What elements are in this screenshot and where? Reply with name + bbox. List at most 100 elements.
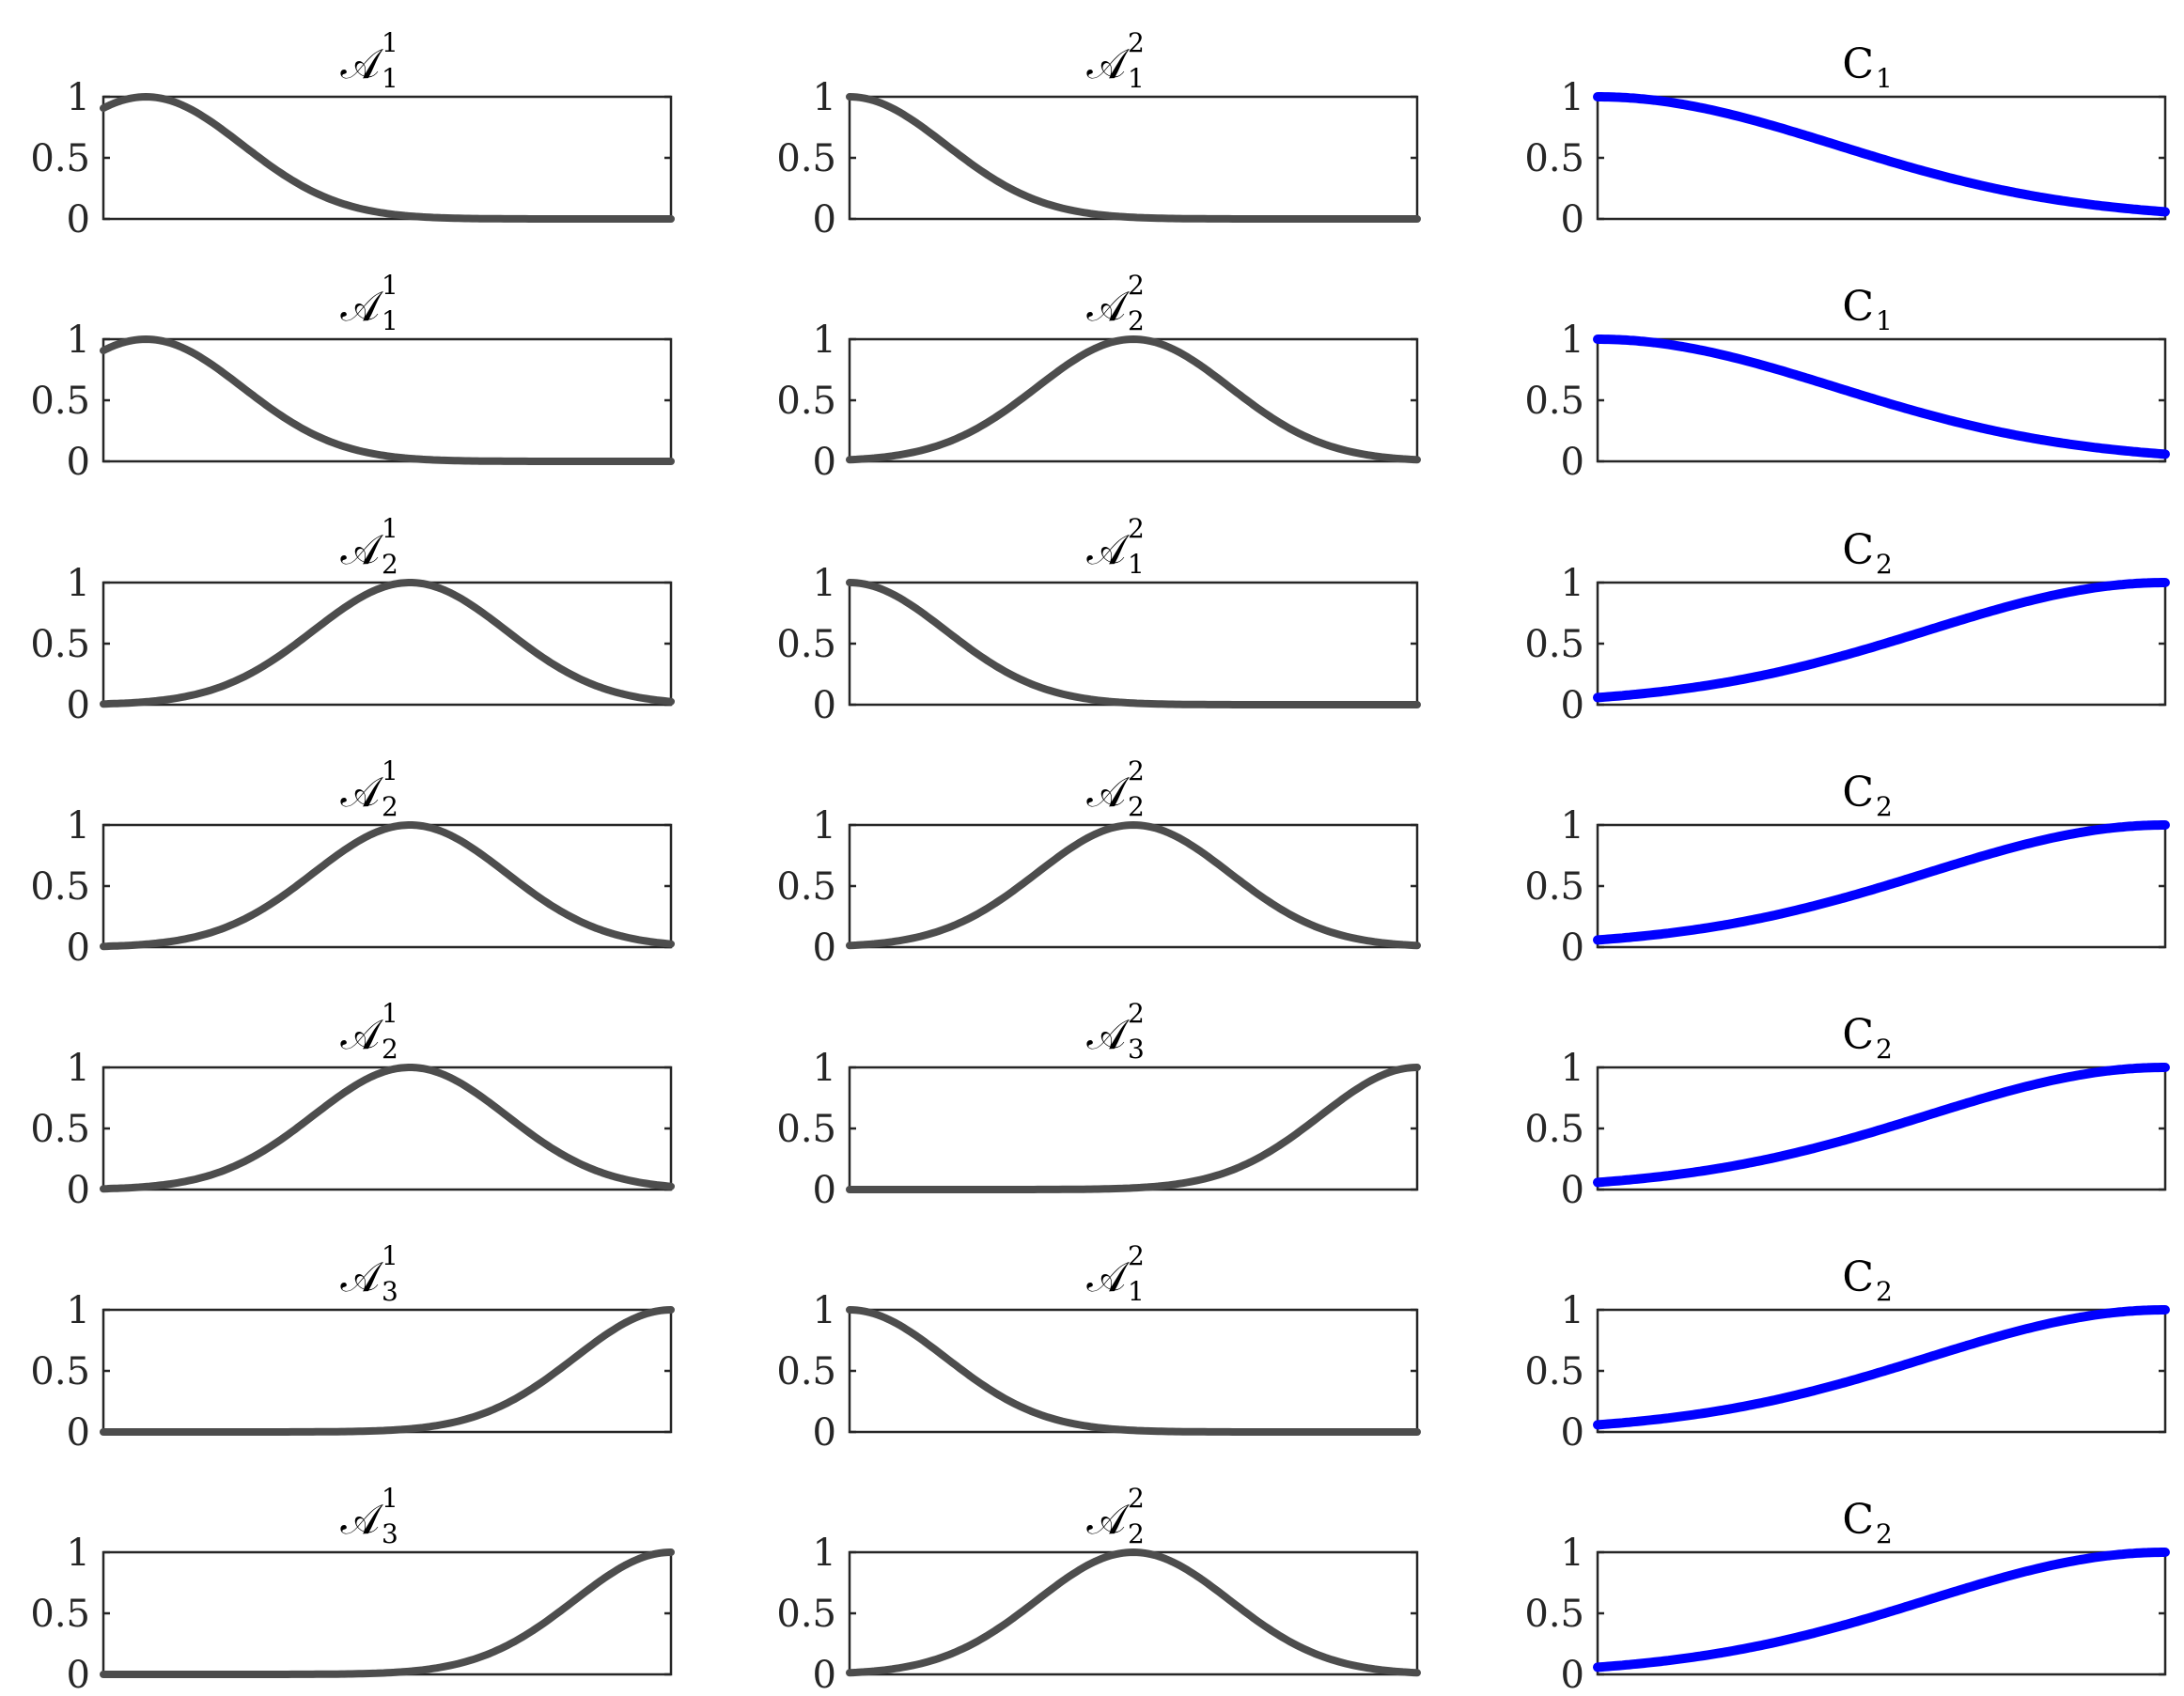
title-subscript: 2 — [1128, 1518, 1145, 1549]
title-subscript: 1 — [1128, 63, 1145, 94]
axes-box — [101, 581, 673, 707]
y-tick-label: 1 — [813, 804, 836, 848]
title-superscript: 2 — [1128, 1240, 1145, 1271]
y-tick-label: 1 — [813, 76, 836, 119]
y-tick-label: 1 — [1561, 1532, 1584, 1575]
series-line — [846, 1548, 1421, 1677]
y-tick-label: 1 — [67, 1047, 90, 1090]
subplot-title: 𝒜 1 2 — [340, 513, 398, 580]
title-main: 𝒜 — [1086, 40, 1130, 88]
subplot-title: 𝒜 1 2 — [340, 998, 398, 1065]
title-subscript: 2 — [1876, 1034, 1893, 1065]
y-tick-label: 0.5 — [1524, 1593, 1584, 1636]
title-main: 𝒜 — [340, 1253, 383, 1301]
series-line — [100, 579, 675, 708]
title-superscript: 2 — [1128, 755, 1145, 786]
subplot-title: 𝒜 1 3 — [340, 1240, 398, 1307]
title-subscript: 2 — [382, 791, 398, 822]
y-tick-label: 0 — [67, 1169, 90, 1212]
y-tick-label: 1 — [1561, 1047, 1584, 1090]
y-tick-label: 0.5 — [776, 1350, 836, 1393]
subplot-r6c3: 0 0.5 1 C 2 — [1524, 1253, 2170, 1455]
subplot-title: 𝒜 2 2 — [1086, 270, 1144, 336]
y-tick-label: 1 — [67, 562, 90, 605]
title-main: 𝒜 — [1086, 1253, 1130, 1301]
subplot-r1c2: 00.51𝒜 21 — [776, 27, 1421, 241]
title-superscript: 1 — [382, 513, 398, 544]
y-tick-label: 0.5 — [776, 1593, 836, 1636]
title-main: 𝒜 — [1086, 1011, 1130, 1059]
y-tick-label: 1 — [813, 1047, 836, 1090]
subplot-title: 𝒜 1 1 — [340, 27, 398, 94]
axes-box — [848, 1308, 1419, 1434]
y-tick-label: 1 — [1561, 76, 1584, 119]
y-tick-label: 0.5 — [30, 623, 90, 666]
title-main: 𝒜 — [340, 769, 383, 817]
title-superscript: 1 — [382, 1483, 398, 1514]
title-superscript: 2 — [1128, 998, 1145, 1029]
subplot-r5c3: 0 0.5 1 C 2 — [1524, 1011, 2170, 1212]
y-tick-label: 0 — [813, 1169, 836, 1212]
axes-box — [848, 1066, 1419, 1191]
subplot-r5c1: 00.51𝒜 12 — [30, 998, 675, 1212]
axes-box — [848, 95, 1419, 221]
y-tick-label: 1 — [67, 1289, 90, 1332]
title-superscript: 1 — [382, 1240, 398, 1271]
series-line — [100, 1306, 675, 1436]
subplot-title: 𝒜 1 1 — [340, 270, 398, 336]
y-tick-label: 0.5 — [1524, 380, 1584, 423]
y-tick-label: 0.5 — [1524, 137, 1584, 180]
title-superscript: 1 — [382, 998, 398, 1029]
y-tick-label: 1 — [67, 804, 90, 848]
y-tick-label: 0.5 — [776, 380, 836, 423]
axes-box — [848, 581, 1419, 707]
title-main: C — [1842, 1496, 1874, 1544]
y-tick-label: 0 — [1561, 926, 1584, 970]
series-line — [846, 579, 1421, 708]
series-line — [100, 1548, 675, 1678]
series-line — [1593, 1548, 2170, 1673]
series-line — [846, 1064, 1421, 1193]
series-line — [846, 335, 1421, 464]
y-tick-label: 0.5 — [30, 380, 90, 423]
axes-box — [101, 1066, 673, 1191]
y-tick-label: 0.5 — [1524, 865, 1584, 909]
y-tick-label: 0.5 — [30, 1350, 90, 1393]
subplot-title: 𝒜 2 3 — [1086, 998, 1144, 1065]
subplot-r3c3: 0 0.5 1 C 2 — [1524, 526, 2170, 727]
y-tick-label: 1 — [1561, 804, 1584, 848]
subplot-title: 𝒜 2 2 — [1086, 755, 1144, 822]
y-tick-label: 1 — [813, 319, 836, 362]
y-tick-label: 0.5 — [1524, 1108, 1584, 1151]
title-main: 𝒜 — [340, 526, 383, 574]
subplot-title: 𝒜 2 1 — [1086, 27, 1144, 94]
title-main: C — [1842, 769, 1874, 817]
subplot-title: 𝒜 1 2 — [340, 755, 398, 822]
y-tick-label: 0.5 — [1524, 623, 1584, 666]
title-main: 𝒜 — [1086, 1496, 1130, 1544]
y-tick-label: 0 — [1561, 1654, 1584, 1696]
subplot-r6c1: 00.51𝒜 13 — [30, 1240, 675, 1455]
y-tick-label: 0 — [67, 441, 90, 484]
title-subscript: 2 — [1128, 305, 1145, 336]
axes-box — [101, 1308, 673, 1434]
title-main: C — [1842, 1253, 1874, 1301]
subplot-r7c2: 0 0.5 1 𝒜 2 2 — [776, 1483, 1421, 1696]
series-line — [100, 821, 675, 951]
subplot-r3c2: 00.51𝒜 21 — [776, 513, 1421, 727]
y-tick-label: 0.5 — [30, 1593, 90, 1636]
series-line — [1593, 335, 2170, 459]
title-superscript: 2 — [1128, 27, 1145, 58]
subplot-r1c1: 00.51𝒜 11 — [30, 27, 675, 241]
subplot-r7c3: 0 0.5 1 C 2 — [1524, 1496, 2170, 1696]
title-subscript: 2 — [1876, 791, 1893, 822]
title-superscript: 1 — [382, 755, 398, 786]
series-line — [846, 93, 1421, 223]
y-tick-label: 1 — [67, 319, 90, 362]
title-subscript: 1 — [1876, 63, 1893, 94]
title-subscript: 2 — [1128, 791, 1145, 822]
subplot-title: 𝒜 2 1 — [1086, 1240, 1144, 1307]
